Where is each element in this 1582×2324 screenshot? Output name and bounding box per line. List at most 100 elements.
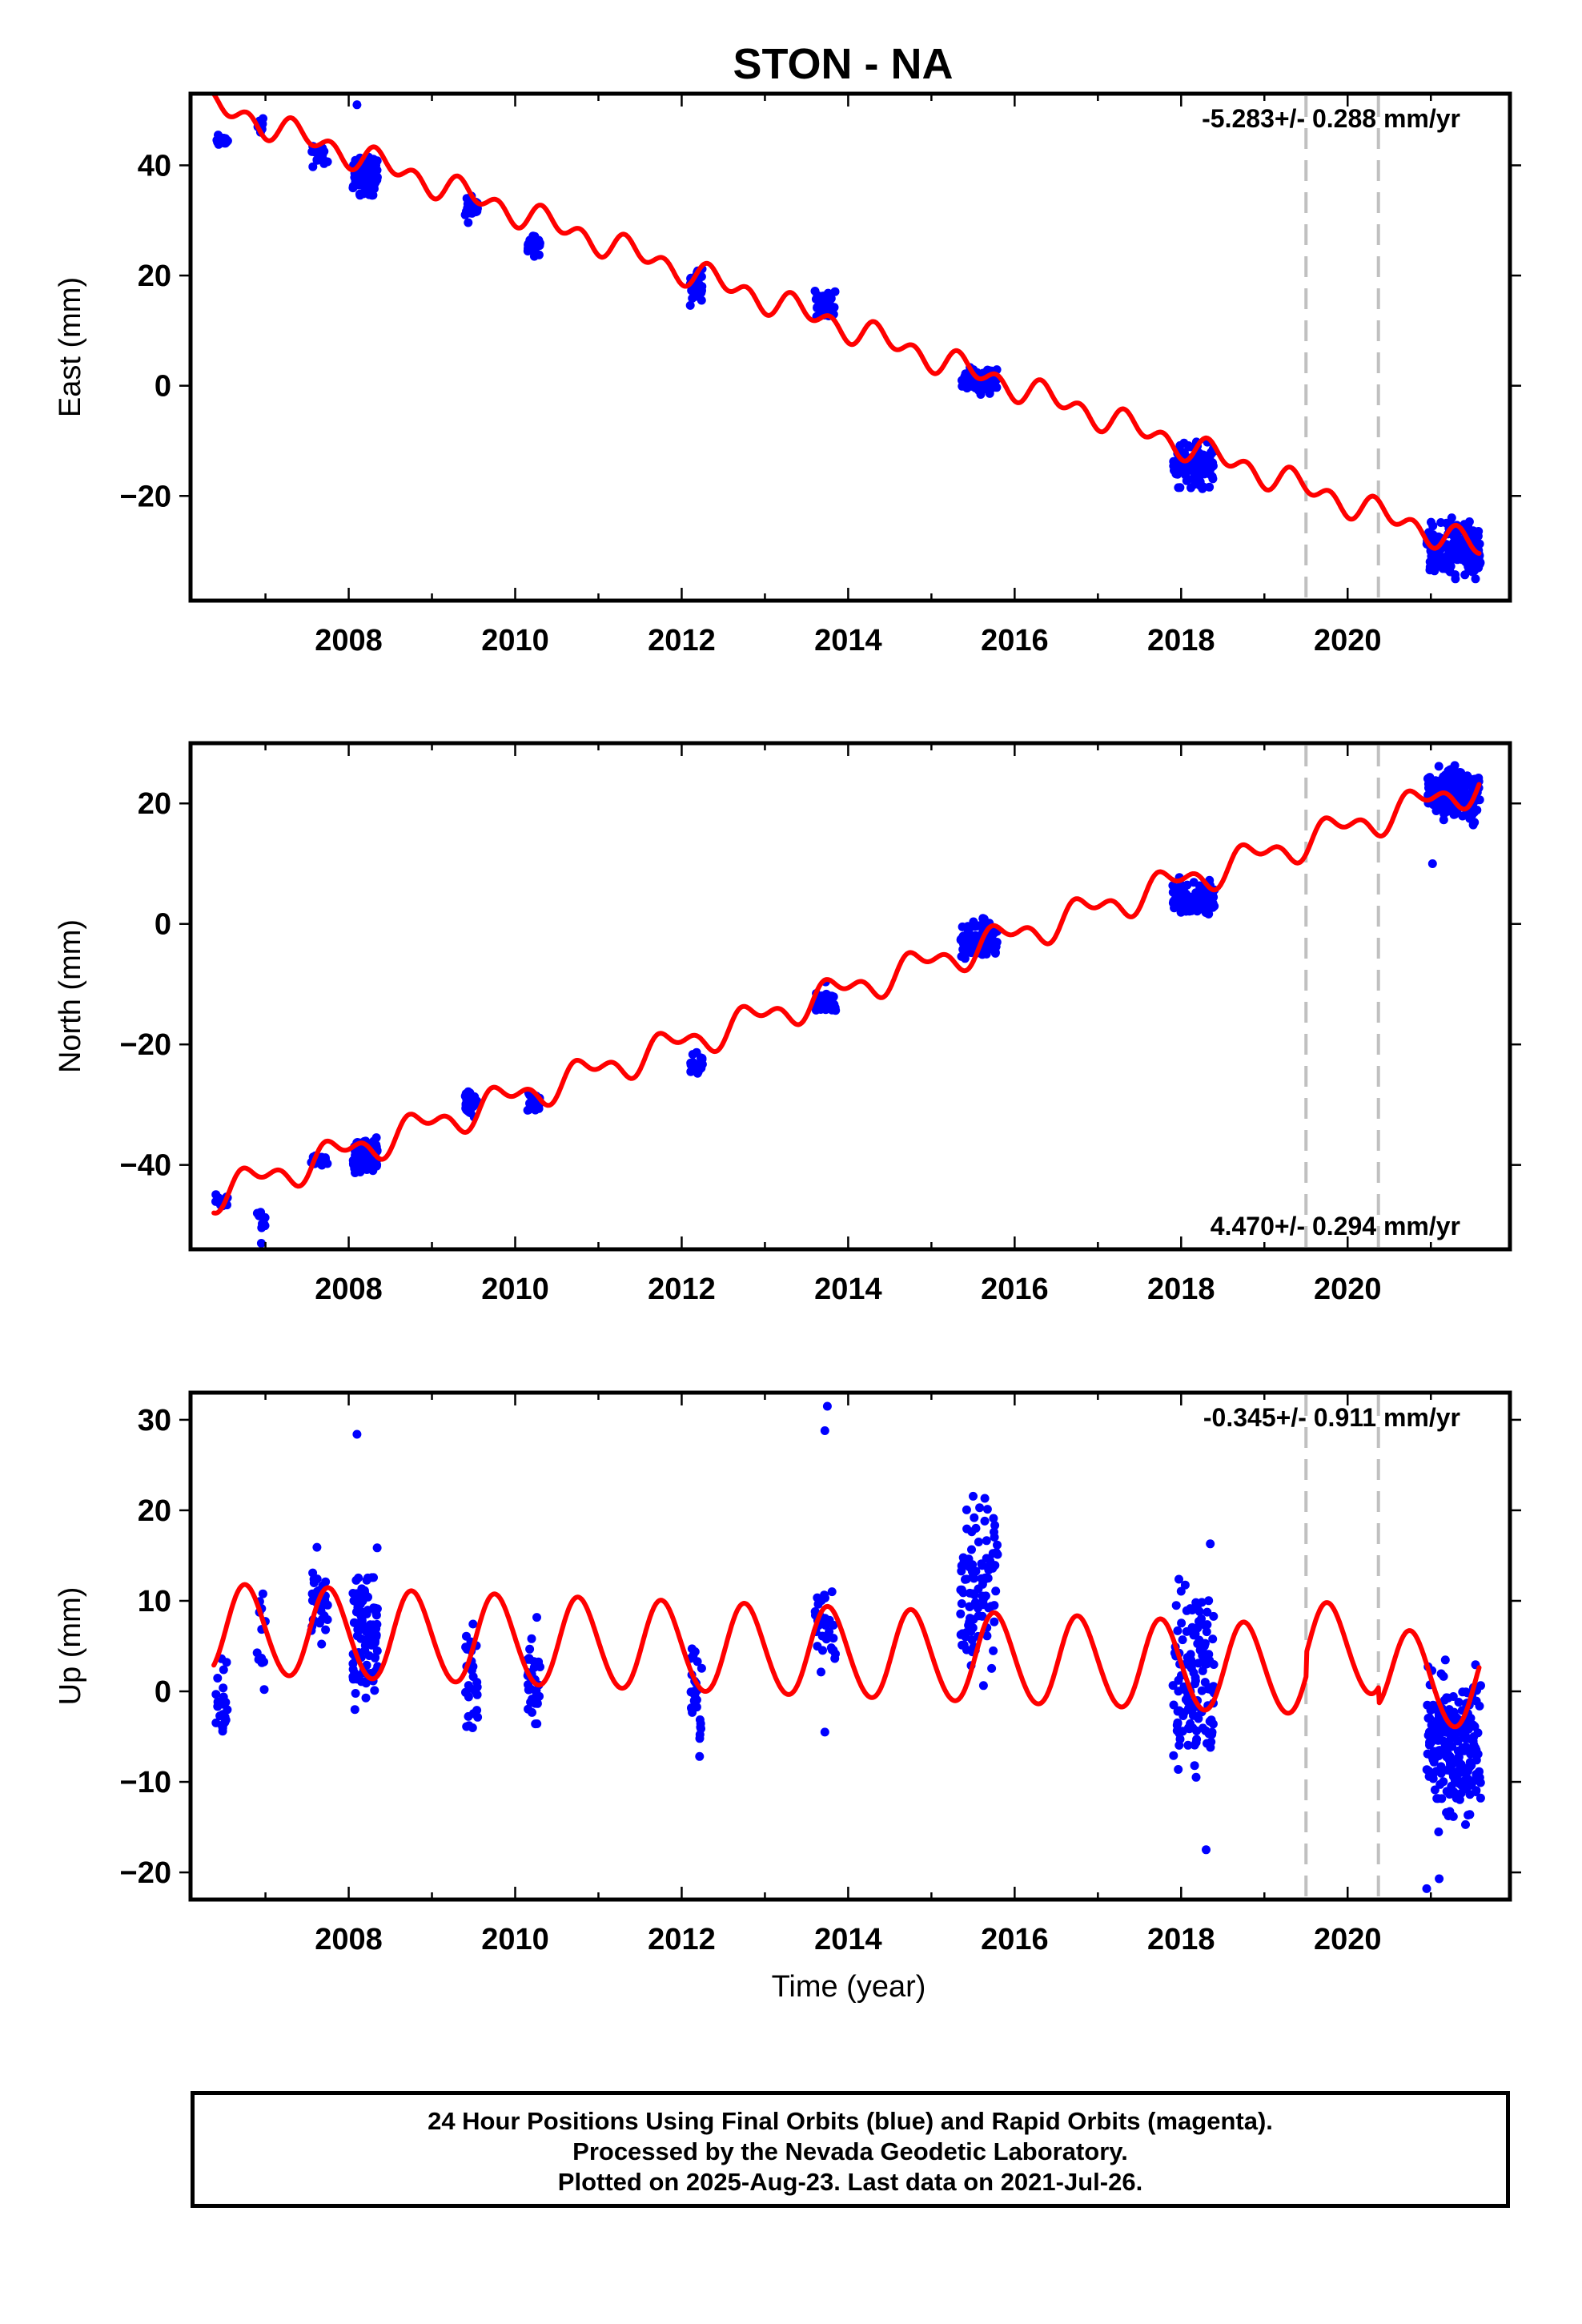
north-x-tick-label: 2016 xyxy=(981,1273,1049,1306)
east-y-axis-label: East (mm) xyxy=(54,277,87,417)
north-observation-point xyxy=(464,1108,474,1117)
east-x-tick-label: 2020 xyxy=(1314,624,1382,657)
north-x-tick-label: 2010 xyxy=(481,1273,549,1306)
up-observation-point xyxy=(371,1608,381,1617)
up-observation-point xyxy=(1192,1726,1202,1735)
up-observation-point xyxy=(965,1602,974,1611)
up-observation-point xyxy=(981,1591,990,1601)
up-observation-point xyxy=(348,1665,358,1674)
east-observation-point xyxy=(974,385,983,395)
up-observation-point xyxy=(1203,1607,1212,1617)
up-observation-point xyxy=(1471,1743,1480,1753)
up-x-tick-label: 2008 xyxy=(315,1923,383,1956)
east-y-tick-label: −20 xyxy=(120,480,171,513)
up-outlier-point xyxy=(1435,1874,1444,1884)
east-observation-point xyxy=(308,162,318,171)
up-observation-point xyxy=(1200,1678,1210,1687)
north-observation-point xyxy=(1433,802,1443,810)
up-model-curve xyxy=(211,1582,1482,1730)
up-y-tick-label: −10 xyxy=(120,1766,171,1799)
up-observation-point xyxy=(697,1663,706,1673)
up-observation-point xyxy=(1422,1765,1431,1775)
east-observation-point xyxy=(1464,517,1474,526)
north-observation-point xyxy=(523,1105,532,1115)
east-observation-point xyxy=(464,205,473,215)
up-rate-label: -0.345+/- 0.911 mm/yr xyxy=(1203,1403,1460,1432)
up-x-tick-label: 2010 xyxy=(481,1923,549,1956)
up-observation-point xyxy=(962,1505,971,1514)
chart-title: STON - NA xyxy=(733,40,953,88)
east-x-tick-label: 2008 xyxy=(315,624,383,657)
east-observation-point xyxy=(1427,517,1435,527)
up-observation-point xyxy=(1439,1695,1449,1705)
north-y-tick-label: −40 xyxy=(120,1149,171,1183)
up-outlier-point xyxy=(352,1429,362,1439)
east-observation-point xyxy=(534,250,544,259)
up-observation-point xyxy=(990,1533,999,1542)
north-observation-point xyxy=(697,1059,706,1069)
up-observation-point xyxy=(308,1568,318,1578)
up-observation-point xyxy=(461,1688,471,1698)
up-observation-point xyxy=(259,1685,269,1695)
up-observation-point xyxy=(980,1494,990,1503)
up-observation-point xyxy=(982,1505,992,1514)
x-axis-label: Time (year) xyxy=(772,1970,926,2004)
up-observation-point xyxy=(1182,1626,1191,1636)
up-observation-point xyxy=(1191,1676,1200,1686)
east-y-tick-label: 20 xyxy=(138,259,171,293)
east-observation-point xyxy=(356,169,366,179)
up-observation-point xyxy=(321,1625,331,1634)
up-observation-point xyxy=(695,1730,705,1739)
up-observation-point xyxy=(1193,1623,1203,1633)
north-observation-point xyxy=(260,1212,270,1222)
up-observation-point xyxy=(987,1663,997,1673)
up-observation-point xyxy=(360,1641,370,1651)
up-observation-point xyxy=(1464,1811,1473,1819)
north-rate-label: 4.470+/- 0.294 mm/yr xyxy=(1211,1212,1460,1240)
north-y-tick-label: 0 xyxy=(155,908,171,942)
up-observation-point xyxy=(1429,1768,1439,1778)
north-observation-point xyxy=(688,1050,697,1059)
up-observation-point xyxy=(258,1589,267,1598)
up-observation-point xyxy=(351,1618,360,1628)
up-observation-point xyxy=(221,1698,231,1707)
north-observation-point xyxy=(1471,774,1480,784)
up-observation-point xyxy=(978,1579,987,1589)
up-x-tick-label: 2012 xyxy=(648,1923,716,1956)
north-x-tick-label: 2020 xyxy=(1314,1273,1382,1306)
up-observation-point xyxy=(323,1615,332,1624)
up-observation-point xyxy=(1174,1740,1184,1750)
up-observation-point xyxy=(1209,1611,1219,1621)
up-observation-point xyxy=(1472,1696,1481,1706)
north-observations xyxy=(211,761,1484,1248)
north-observation-point xyxy=(1208,903,1218,912)
up-observation-point xyxy=(371,1636,379,1646)
up-observation-point xyxy=(527,1634,536,1643)
up-observation-point xyxy=(367,1573,377,1582)
north-observation-point xyxy=(960,954,970,963)
north-observation-point xyxy=(956,935,966,944)
north-observation-point xyxy=(354,1162,363,1172)
up-observation-point xyxy=(829,1634,838,1643)
north-observation-point xyxy=(1443,782,1453,791)
east-observation-point xyxy=(1427,557,1437,565)
up-observation-point xyxy=(1465,1790,1475,1799)
north-outlier-point xyxy=(256,1239,266,1248)
up-observation-point xyxy=(825,1615,834,1625)
up-observation-point xyxy=(962,1561,970,1570)
up-observation-point xyxy=(473,1712,483,1722)
north-model-curve xyxy=(211,782,1482,1216)
up-observation-point xyxy=(1199,1654,1209,1663)
up-observation-point xyxy=(354,1591,363,1601)
up-observation-point xyxy=(1456,1788,1466,1798)
north-observation-point xyxy=(964,941,974,951)
up-observation-point xyxy=(371,1652,379,1662)
up-observation-point xyxy=(223,1705,232,1715)
up-x-tick-label: 2014 xyxy=(814,1923,882,1956)
north-observation-point xyxy=(1447,769,1456,778)
north-observation-point xyxy=(964,927,973,936)
up-observation-point xyxy=(218,1723,227,1733)
up-observation-point xyxy=(956,1630,966,1639)
up-observation-point xyxy=(1447,1765,1456,1775)
up-observation-point xyxy=(1169,1751,1178,1760)
